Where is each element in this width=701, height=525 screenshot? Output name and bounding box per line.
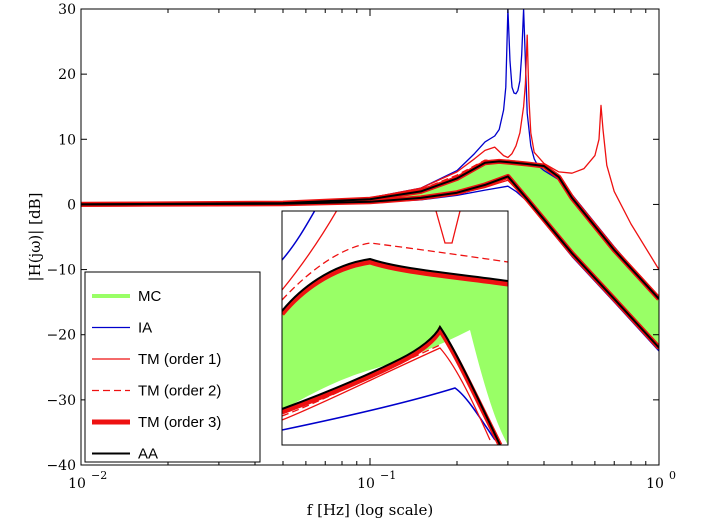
x-tick-label: 10 — [646, 476, 664, 492]
legend-label: TM (order 2) — [138, 383, 221, 400]
y-axis-label: |H(jω)| [dB] — [26, 193, 44, 282]
legend-label: AA — [138, 446, 158, 463]
legend-item: TM (order 1) — [92, 351, 221, 368]
y-tick-label: 30 — [58, 2, 76, 18]
x-tick-label-exponent: 0 — [669, 469, 676, 482]
inset-tm2-line — [282, 242, 508, 301]
inset-ia-line — [282, 387, 496, 441]
inset-zoom — [281, 210, 509, 446]
inset-tm1-notch — [435, 211, 461, 244]
y-tick-label: 0 — [67, 197, 76, 213]
x-tick-label-exponent: −2 — [91, 469, 107, 482]
inset-mc-band — [282, 260, 508, 445]
x-tick-label: 10 — [68, 476, 86, 492]
y-tick-label: 20 — [58, 67, 76, 83]
plot-area — [81, 9, 659, 352]
y-tick-label: −30 — [46, 393, 76, 409]
legend-item: IA — [92, 320, 152, 337]
legend-label: TM (order 1) — [138, 351, 221, 368]
inset-tm3-upper — [282, 259, 508, 316]
legend-item: TM (order 2) — [92, 383, 221, 400]
y-tick-label: −10 — [46, 263, 76, 279]
legend-item: TM (order 3) — [92, 414, 221, 431]
legend-item: AA — [92, 446, 158, 463]
inset-tm3-lower — [282, 325, 503, 445]
legend-label: TM (order 3) — [138, 414, 221, 431]
legend: MC IA TM (order 1) TM (order 2) TM (order 3)… — [84, 271, 261, 463]
legend-label: MC — [138, 288, 161, 305]
y-tick-label: −40 — [46, 458, 76, 474]
inset-tm1-lower — [282, 347, 491, 441]
inset-aa-lower — [282, 325, 501, 445]
legend-item: MC — [92, 288, 161, 305]
inset-tm1-line — [282, 211, 338, 291]
axis-tick-labels: 30 20 10 0 −10 −20 −30 −40 10 −2 10 −1 10 0 — [46, 2, 676, 492]
series-lines — [81, 9, 659, 352]
x-axis-label: f [Hz] (log scale) — [307, 501, 433, 519]
series-line-aa — [81, 160, 659, 300]
y-tick-label: −20 — [46, 328, 76, 344]
legend-label: IA — [138, 320, 152, 337]
y-tick-label: 10 — [58, 132, 76, 148]
x-tick-label-exponent: −1 — [380, 469, 396, 482]
series-line-tm-order-1 — [81, 34, 659, 270]
x-tick-label: 10 — [357, 476, 375, 492]
inset-aa-upper — [282, 257, 508, 312]
series-line-aa — [81, 175, 659, 349]
